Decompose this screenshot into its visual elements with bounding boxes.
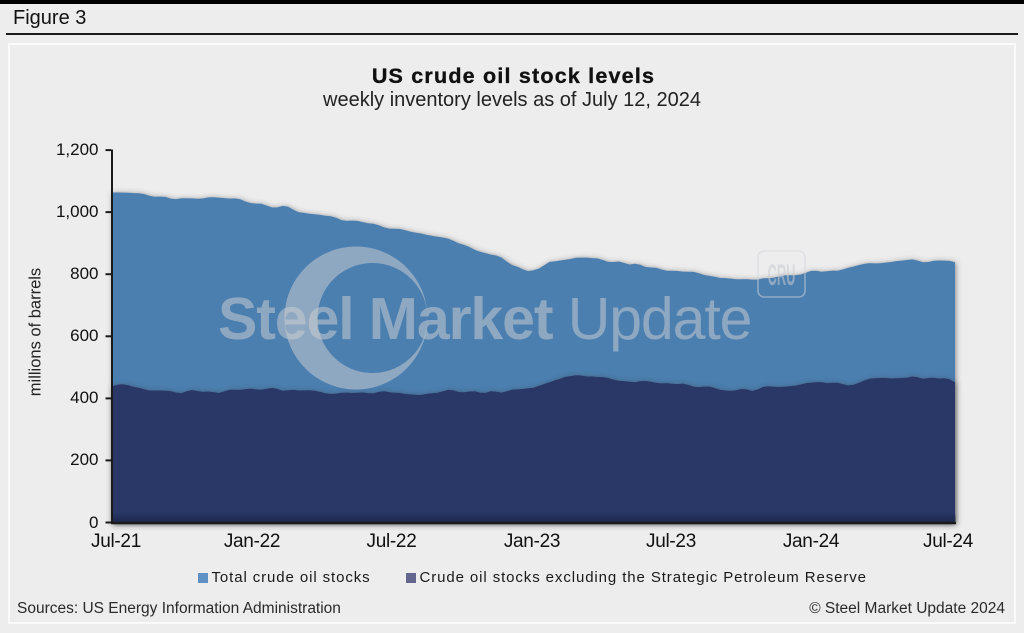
svg-text:Steel Market Update: Steel Market Update [218, 286, 751, 352]
svg-text:CRU: CRU [768, 259, 796, 292]
